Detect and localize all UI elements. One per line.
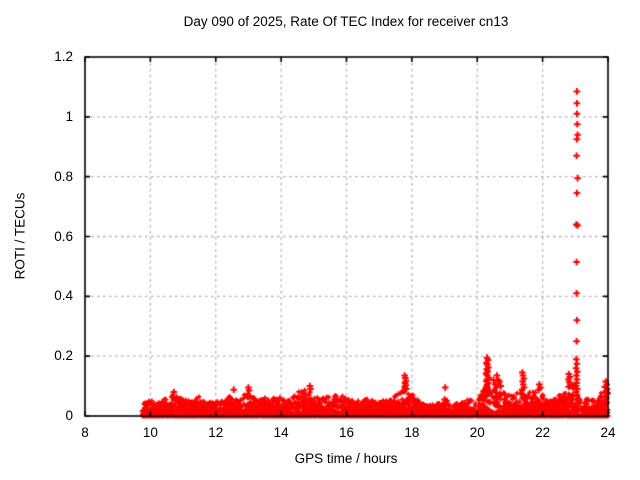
x-tick-label: 16 — [338, 425, 355, 440]
y-tick-label: 0 — [65, 408, 73, 423]
y-tick-label: 1 — [65, 108, 73, 124]
y-tick-label: 0.2 — [54, 348, 73, 364]
y-axis-label: ROTI / TECUs — [12, 192, 28, 280]
y-tick-label: 0.6 — [54, 228, 73, 244]
x-axis-label: GPS time / hours — [294, 451, 398, 466]
chart-title: Day 090 of 2025, Rate Of TEC Index for r… — [183, 14, 509, 29]
x-tick-label: 24 — [600, 425, 616, 440]
y-tick-label: 1.2 — [54, 49, 73, 64]
y-tick-label: 0.4 — [54, 288, 73, 304]
x-tick-label: 14 — [273, 425, 289, 440]
x-tick-label: 12 — [208, 425, 224, 440]
x-tick-label: 10 — [142, 425, 158, 440]
x-tick-label: 22 — [535, 425, 551, 440]
x-tick-label: 8 — [81, 425, 89, 440]
x-tick-label: 20 — [469, 425, 485, 440]
x-tick-label: 18 — [404, 425, 420, 440]
y-tick-label: 0.8 — [54, 168, 73, 184]
